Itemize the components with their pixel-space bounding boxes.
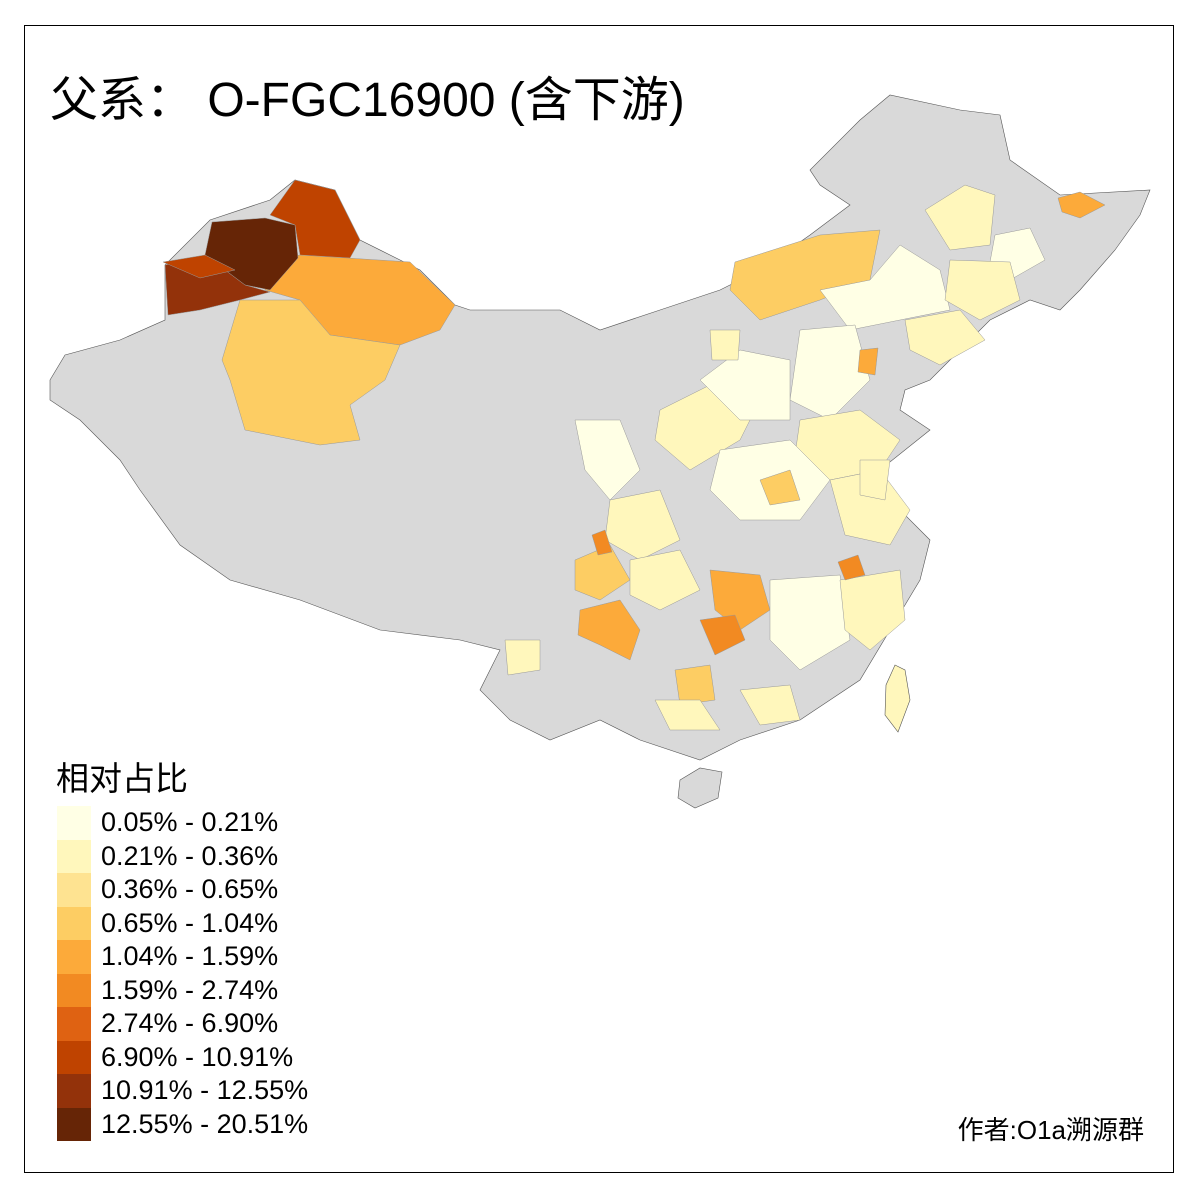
map-title: 父系： O-FGC16900 (含下游): [50, 74, 685, 127]
region-shape: [269, 179, 361, 259]
legend-swatch: [57, 806, 91, 840]
region-shape: [839, 569, 906, 651]
legend-title: 相对占比: [56, 760, 188, 797]
region-shape: [221, 299, 401, 446]
legend-swatch: [57, 839, 91, 873]
legend-label: 0.21% - 0.36%: [101, 840, 279, 871]
legend-item: 0.65% - 1.04%: [57, 906, 308, 940]
legend-label: 10.91% - 12.55%: [101, 1075, 309, 1106]
legend-swatch: [57, 940, 91, 974]
legend: 0.05% - 0.21% 0.21% - 0.36% 0.36% - 0.65% 0…: [57, 806, 308, 1141]
legend-label: 0.05% - 0.21%: [101, 807, 279, 838]
region-shape: [739, 684, 801, 726]
legend-item: 6.90% - 10.91%: [57, 1040, 308, 1074]
legend-label: 1.04% - 1.59%: [101, 941, 279, 972]
legend-swatch: [57, 873, 91, 907]
region-shape: [857, 347, 879, 376]
region-shape: [819, 244, 951, 331]
region-shape: [859, 459, 891, 501]
region-shape: [577, 599, 641, 661]
legend-item: 1.59% - 2.74%: [57, 973, 308, 1007]
legend-swatch: [57, 973, 91, 1007]
legend-label: 6.90% - 10.91%: [101, 1041, 294, 1072]
taiwan: [884, 664, 911, 733]
region-shape: [574, 419, 641, 501]
region-shape: [769, 574, 851, 671]
author-credit: 作者:O1a溯源群: [957, 1115, 1144, 1145]
region-shape: [629, 549, 701, 611]
legend-item: 0.05% - 0.21%: [57, 806, 308, 840]
legend-item: 12.55% - 20.51%: [57, 1107, 309, 1141]
region-shape: [709, 569, 771, 631]
region-shape: [789, 324, 871, 421]
legend-label: 1.59% - 2.74%: [101, 974, 279, 1005]
region-shape: [759, 469, 801, 506]
region-shape: [924, 184, 996, 251]
legend-item: 0.21% - 0.36%: [57, 839, 308, 873]
region-shape: [264, 254, 456, 346]
region-shape: [699, 614, 746, 656]
legend-swatch: [57, 1040, 91, 1074]
legend-item: 10.91% - 12.55%: [57, 1074, 308, 1108]
region-shape: [654, 699, 721, 731]
legend-label: 0.36% - 0.65%: [101, 874, 279, 905]
frame-border: [24, 25, 1174, 1173]
legend-swatch: [57, 1074, 91, 1108]
region-shape: [837, 554, 866, 581]
legend-swatch: [57, 1107, 91, 1141]
region-shape: [591, 529, 613, 556]
legend-item: 1.04% - 1.59%: [57, 940, 308, 974]
legend-swatch: [57, 906, 91, 940]
legend-swatch: [57, 1007, 91, 1041]
region-shape: [944, 259, 1021, 321]
region-shape: [1057, 191, 1106, 219]
legend-item: 2.74% - 6.90%: [57, 1007, 308, 1041]
region-shape: [674, 664, 716, 706]
region-shape: [904, 309, 986, 366]
legend-label: 2.74% - 6.90%: [101, 1008, 279, 1039]
region-shape: [162, 254, 236, 279]
legend-label: 12.55% - 20.51%: [101, 1108, 309, 1139]
legend-item: 0.36% - 0.65%: [57, 873, 308, 907]
legend-label: 0.65% - 1.04%: [101, 907, 279, 938]
region-shape: [709, 329, 741, 361]
region-shape: [504, 639, 541, 676]
hainan: [677, 767, 723, 809]
